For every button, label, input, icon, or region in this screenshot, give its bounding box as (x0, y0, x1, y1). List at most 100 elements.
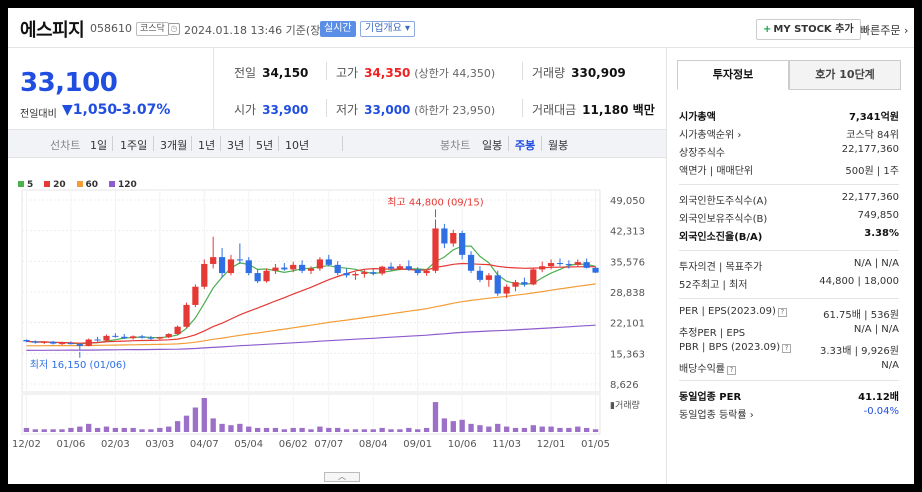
candle-body (307, 268, 315, 271)
info-row: 추정PER | EPS N/A | N/A (679, 324, 899, 340)
volume-bar (379, 427, 385, 432)
volume-bar (77, 426, 83, 432)
header: 에스피지 058610 코스닥 ◷ 2024.01.18 13:46 기준(장중… (8, 8, 914, 48)
stat-amount: 거래대금 11,180 백만 (532, 103, 655, 117)
candle-body (174, 326, 181, 335)
info-row-value: N/A (881, 360, 899, 371)
candle-body (423, 270, 430, 274)
volume-bar (183, 415, 190, 432)
volume-bar (41, 429, 47, 432)
volume-bar (281, 429, 287, 432)
candle-body (574, 262, 581, 265)
volume-bar (308, 429, 314, 432)
period-1d[interactable]: 1일 (90, 139, 108, 152)
info-row-value: 41.12배 (858, 392, 899, 403)
volume-bar (592, 429, 599, 432)
quick-order-link[interactable]: 빠른주문 › (860, 24, 909, 37)
candle-body (236, 259, 243, 261)
candle-weekly[interactable]: 주봉 (515, 139, 536, 152)
candle-body (565, 263, 572, 265)
ma60-line (26, 283, 596, 347)
stat-volume: 거래량 330,909 (532, 66, 626, 80)
period-1y[interactable]: 1년 (198, 139, 216, 152)
candle-body (521, 282, 528, 285)
x-tick-label: 12/02 (12, 439, 41, 450)
info-row-value: 22,177,360 (841, 192, 899, 203)
period-5y[interactable]: 5년 (256, 139, 274, 152)
period-toolbar: 선차트 1일 1주일 3개월 1년 3년 5년 10년 봉차트 일봉 주봉 월봉 (8, 130, 666, 158)
volume-bar (157, 427, 163, 432)
info-row-value: 44,800 | 18,000 (819, 276, 899, 287)
volume-bar (290, 427, 296, 432)
info-row: 배당수익률? N/A (679, 360, 899, 376)
period-3y[interactable]: 3년 (227, 139, 245, 152)
collapse-chart-button[interactable]: ︿ (324, 472, 360, 482)
company-overview-button[interactable]: 기업개요 ▾ (360, 21, 415, 37)
realtime-button[interactable]: 실시간 (320, 21, 356, 37)
legend-ma120: 120 (108, 180, 137, 190)
volume-bar (539, 426, 545, 432)
volume-bar (477, 425, 483, 432)
candle-body (361, 272, 368, 274)
info-row: 동일업종 PER 41.12배 (679, 388, 899, 404)
candle-chart-label[interactable]: 봉차트 (440, 139, 471, 152)
candle-body (512, 282, 519, 287)
volume-bar (32, 429, 39, 432)
change-label: 전일대비 (20, 109, 57, 120)
info-row: 시가총액순위 › 코스닥 84위 (679, 126, 899, 142)
candle-body (405, 266, 412, 270)
volume-bar (201, 398, 207, 432)
candle-body (32, 341, 39, 343)
volume-bar (148, 429, 154, 432)
volume-bar (228, 425, 234, 432)
my-stock-add-button[interactable]: + MY STOCK 추가 (756, 19, 861, 40)
candle-body (547, 263, 555, 267)
market-badge: 코스닥 (136, 22, 169, 36)
volume-bar (166, 426, 172, 432)
help-icon[interactable]: ? (782, 344, 792, 353)
info-row-value: N/A | N/A (853, 258, 899, 269)
help-icon[interactable]: ? (727, 366, 736, 375)
candle-body (494, 275, 501, 294)
x-tick-label: 01/05 (581, 439, 610, 450)
period-10y[interactable]: 10년 (285, 139, 310, 152)
volume-bar (583, 427, 590, 432)
volume-frame (21, 393, 601, 435)
volume-bar (397, 429, 403, 432)
x-tick-label: 10/06 (448, 439, 477, 450)
period-1w[interactable]: 1주일 (120, 139, 148, 152)
help-icon[interactable]: ? (777, 308, 787, 317)
line-chart-label[interactable]: 선차트 (50, 139, 81, 152)
change-value: ▼1,050 (62, 102, 117, 118)
volume-bar (343, 429, 350, 432)
candle-body (530, 269, 537, 285)
info-row-label: 동일업종 PER (679, 392, 742, 403)
candle-body (503, 286, 510, 294)
candle-daily[interactable]: 일봉 (482, 139, 503, 152)
price-chart[interactable]: 5 20 60 120 49,050 42,313 35,576 28,838 22,1… (8, 158, 666, 470)
info-row: 52주최고 | 최저 44,800 | 18,000 (679, 276, 899, 292)
candle-body (343, 273, 350, 276)
tab-orderbook-10[interactable]: 호가 10단계 (789, 60, 901, 90)
volume-bar (299, 427, 305, 432)
info-row-value: 3.33배 | 9,926원 (819, 346, 899, 357)
volume-bar (521, 427, 528, 432)
volume-bar (219, 423, 225, 432)
candle-body (218, 257, 226, 274)
panel-divider (679, 250, 899, 251)
candle-body (58, 343, 66, 345)
candle-body (138, 336, 146, 338)
company-name[interactable]: 에스피지 (20, 20, 85, 41)
y-tick-label: 28,838 (610, 288, 645, 299)
my-stock-add-label: MY STOCK 추가 (773, 24, 854, 35)
tab-invest-info[interactable]: 투자정보 (677, 60, 789, 90)
volume-bar (352, 429, 359, 432)
volume-bar (432, 402, 439, 432)
period-3m[interactable]: 3개월 (160, 139, 188, 152)
y-tick-label: 49,050 (610, 196, 645, 207)
change-percent: -3.07% (116, 102, 171, 118)
volume-bar (112, 427, 119, 432)
info-row-label: 시가총액순위 › (679, 130, 742, 141)
volume-bar (23, 427, 30, 432)
candle-monthly[interactable]: 월봉 (548, 139, 569, 152)
